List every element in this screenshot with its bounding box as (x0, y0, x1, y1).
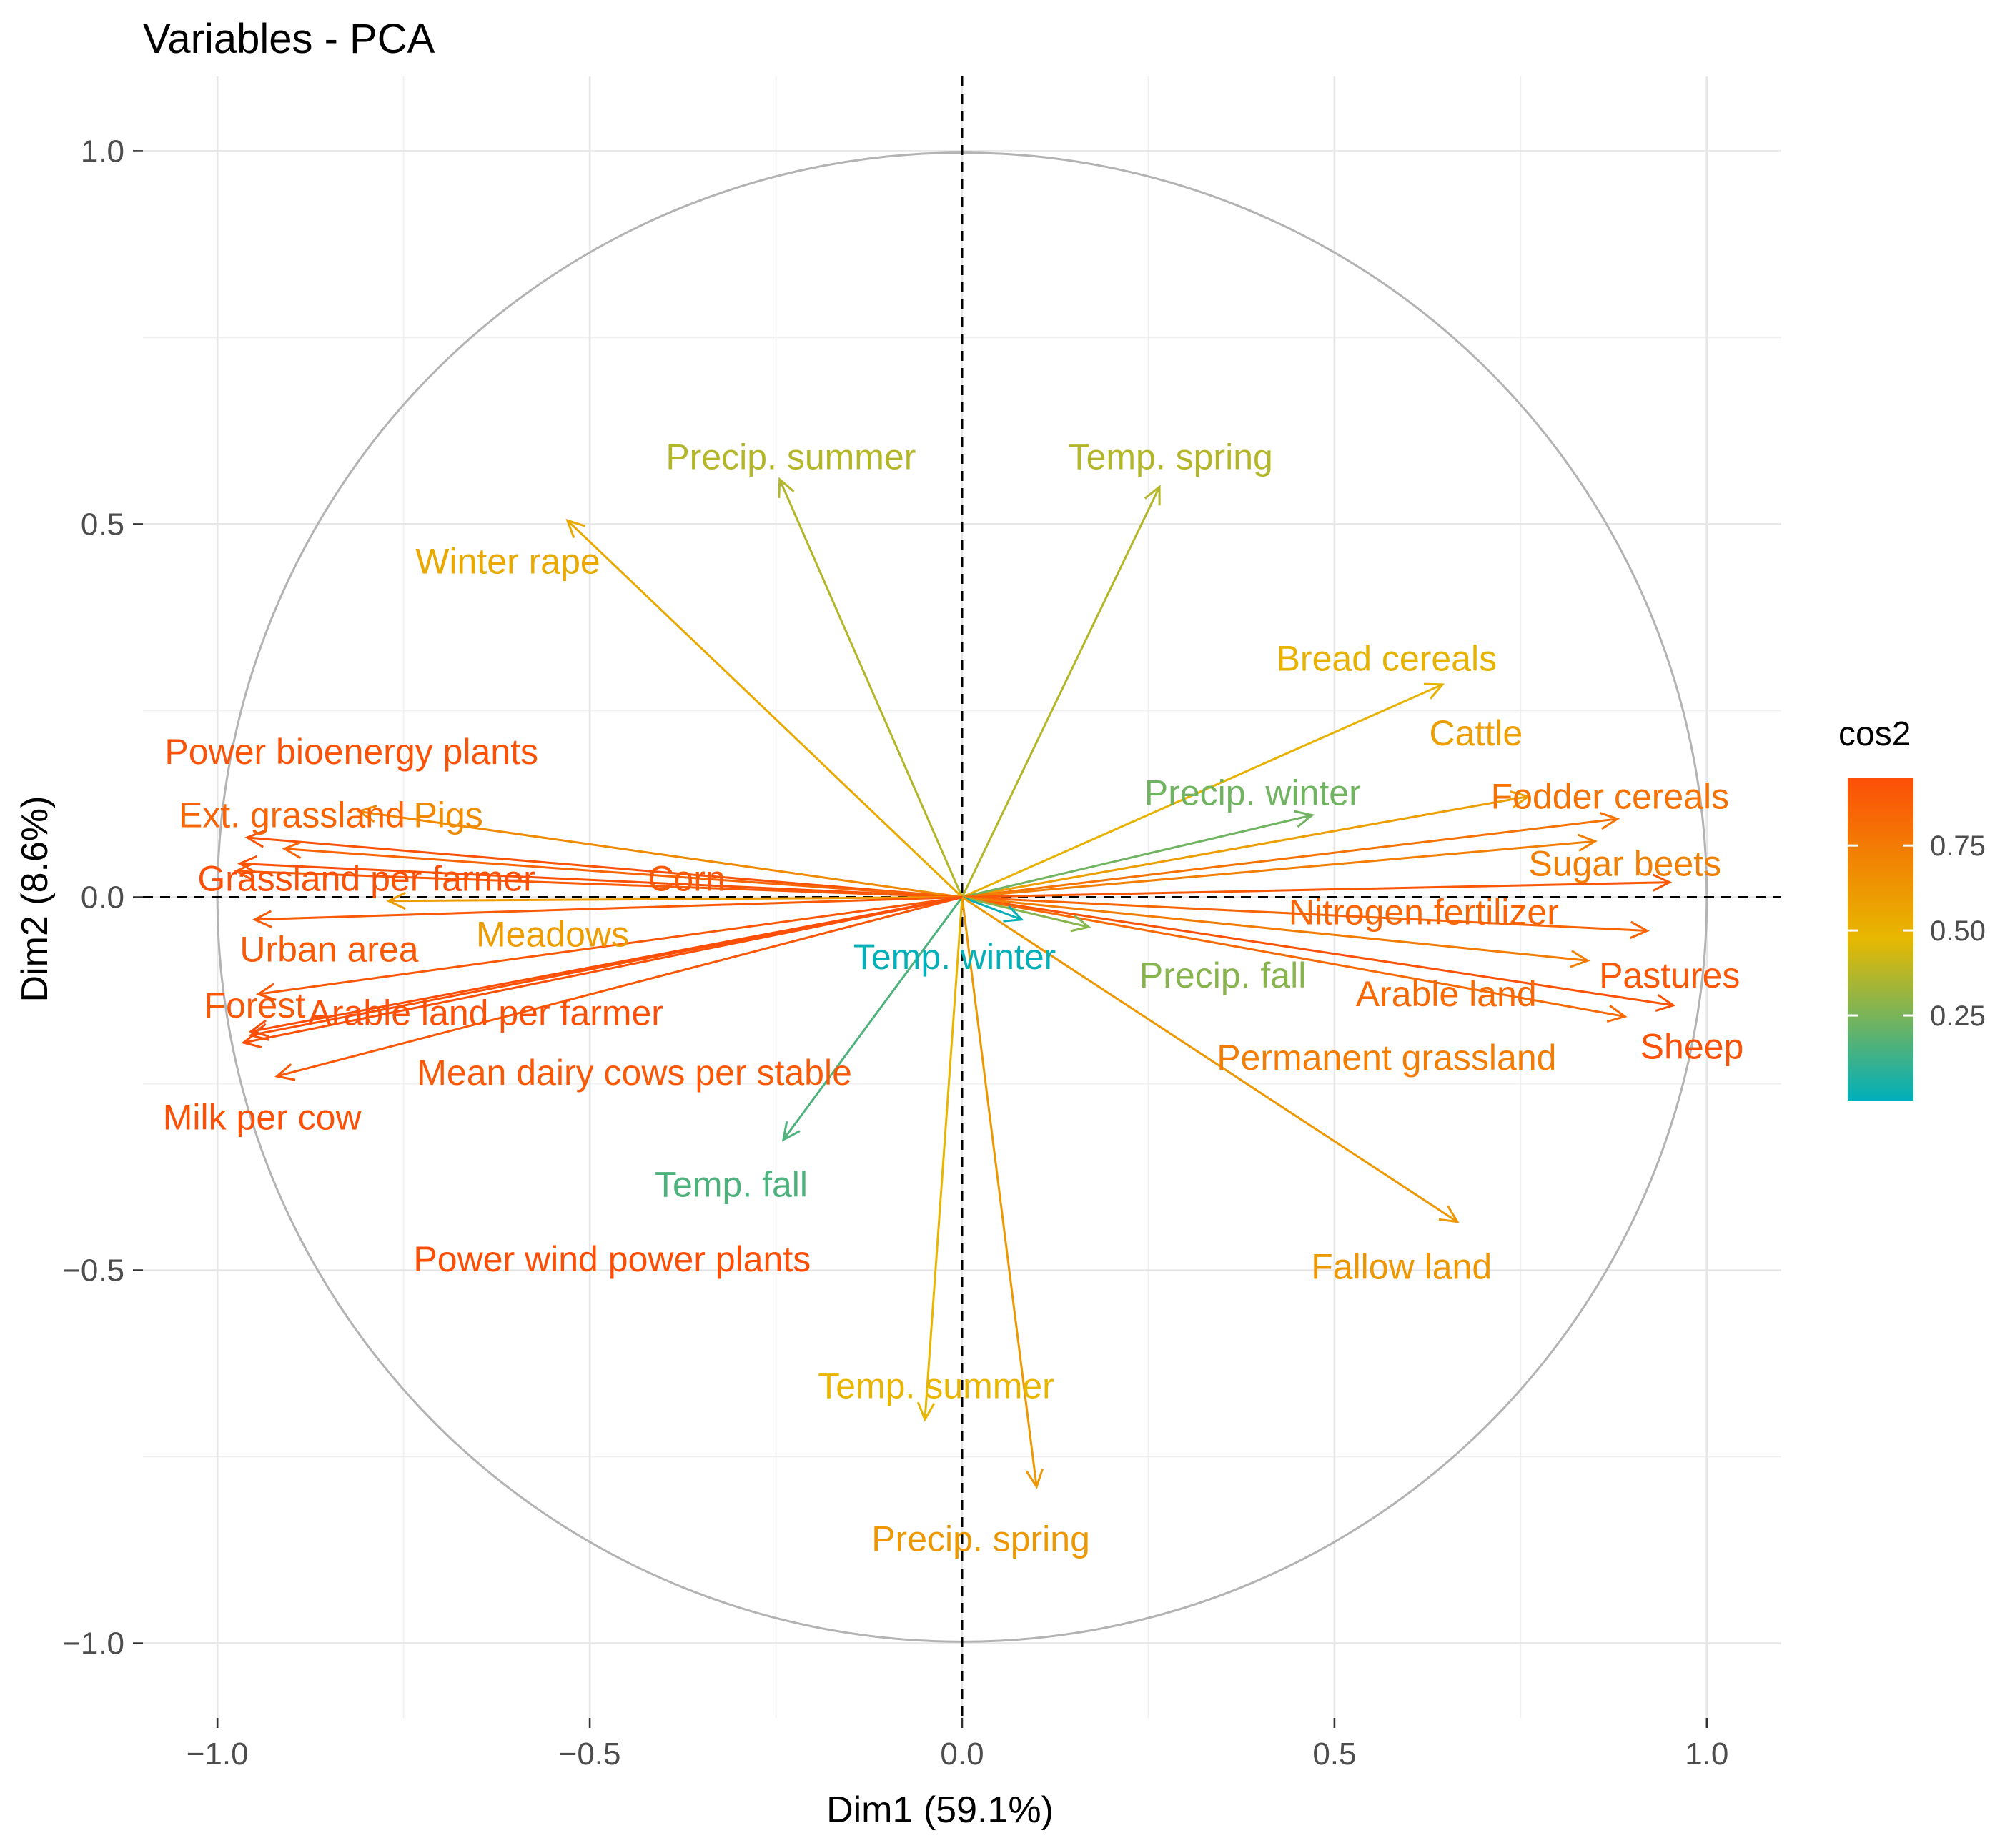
variable-arrow (781, 896, 964, 1142)
variable-label: Temp. summer (818, 1366, 1054, 1406)
variable-label: Cattle (1430, 713, 1523, 753)
variable-label: Precip. summer (665, 437, 916, 477)
variable-arrow (961, 833, 1598, 898)
variable-label: Precip. fall (1139, 955, 1306, 995)
variable-arrow (386, 891, 963, 910)
variable-label: Fallow land (1311, 1246, 1492, 1286)
legend-title: cos2 (1838, 715, 1911, 753)
variable-arrow (248, 896, 963, 1038)
variable-label: Forest (204, 985, 305, 1025)
variable-arrow (565, 518, 964, 898)
variable-arrow (961, 897, 1044, 1489)
legend-color-bar (1848, 778, 1913, 1101)
variable-label: Sheep (1640, 1026, 1744, 1066)
variable-arrow (241, 896, 963, 1048)
variable-arrow (961, 873, 1673, 898)
x-tick-label: −0.5 (559, 1737, 621, 1772)
y-tick-label: −1.0 (62, 1626, 124, 1661)
legend-tick-label: 0.25 (1930, 1000, 1986, 1032)
variable-label: Arable land (1356, 974, 1537, 1014)
variable-arrow (282, 840, 963, 898)
variable-label: Power wind power plants (413, 1239, 811, 1279)
variable-arrow (252, 896, 963, 928)
variable-label: Temp. winter (853, 937, 1056, 977)
variable-arrow (778, 477, 964, 898)
variable-arrow (961, 896, 1460, 1223)
variable-label: Pastures (1599, 955, 1740, 995)
x-tick-label: −1.0 (187, 1737, 249, 1772)
variable-label: Bread cereals (1277, 638, 1497, 678)
variable-label: Meadows (476, 915, 629, 955)
variable-label: Precip. winter (1144, 773, 1361, 813)
variable-label: Temp. spring (1069, 437, 1273, 477)
variable-arrow (961, 896, 1676, 1012)
y-tick-label: 0.0 (81, 880, 124, 915)
variable-label: Milk per cow (163, 1098, 362, 1138)
variable-label: Pigs (414, 795, 483, 835)
legend-tick-label: 0.50 (1930, 915, 1986, 947)
variable-label: Fodder cereals (1491, 777, 1730, 817)
cos2-legend: cos2 0.25 0.50 0.75 (1838, 715, 1986, 1101)
axis-ticks: −1.0 −0.5 0.0 0.5 1.0 −1.0 −0.5 0.0 0.5 1.0 (62, 134, 1728, 1772)
y-axis-title: Dim2 (8.6%) (14, 796, 56, 1003)
y-tick-label: 1.0 (81, 134, 124, 169)
variable-arrow (233, 863, 963, 898)
variable-label: Nitrogen.fertilizer (1289, 892, 1559, 932)
variable-label: Arable land per farmer (308, 993, 663, 1033)
variable-label: Corn (648, 858, 725, 898)
variable-arrow (237, 855, 963, 898)
variable-arrow (961, 896, 1650, 940)
variable-arrow (961, 896, 1628, 1023)
variable-arrow (961, 896, 1024, 923)
variable-label: Power bioenergy plants (164, 732, 538, 772)
y-tick-label: 0.5 (81, 507, 124, 542)
variable-label: Temp. fall (655, 1164, 808, 1204)
variable-arrows (233, 477, 1676, 1489)
variable-arrow (961, 896, 1590, 968)
variable-arrow (961, 896, 1091, 933)
variable-label: Ext. grassland (179, 795, 405, 835)
variable-label: Winter rape (415, 542, 600, 582)
variable-arrow (256, 896, 963, 1001)
variable-labels: Precip. summer Temp. spring Winter rape Bre… (163, 437, 1744, 1559)
variable-label: Mean dairy cows per stable (417, 1053, 852, 1093)
variable-label: Grassland per farmer (197, 858, 535, 898)
variable-arrow (961, 810, 1315, 898)
chart-title: Variables - PCA (143, 16, 435, 62)
variable-arrow (356, 805, 963, 898)
variable-arrow (274, 896, 963, 1081)
variable-label: Permanent grassland (1217, 1038, 1556, 1078)
x-tick-label: 0.5 (1312, 1737, 1356, 1772)
variable-label: Urban area (239, 930, 418, 970)
variable-arrow (916, 897, 964, 1422)
variable-arrow (961, 485, 1161, 898)
variable-arrow (961, 812, 1620, 898)
x-tick-label: 0.0 (940, 1737, 984, 1772)
x-axis-title: Dim1 (59.1%) (826, 1789, 1054, 1831)
y-tick-label: −0.5 (62, 1253, 124, 1288)
variable-arrow (961, 682, 1445, 898)
variable-arrow (961, 790, 1531, 898)
variable-arrow (244, 830, 963, 898)
variable-label: Precip. spring (871, 1519, 1090, 1559)
variable-label: Sugar beets (1528, 844, 1721, 884)
x-tick-label: 1.0 (1685, 1737, 1728, 1772)
legend-tick-label: 0.75 (1930, 830, 1986, 862)
